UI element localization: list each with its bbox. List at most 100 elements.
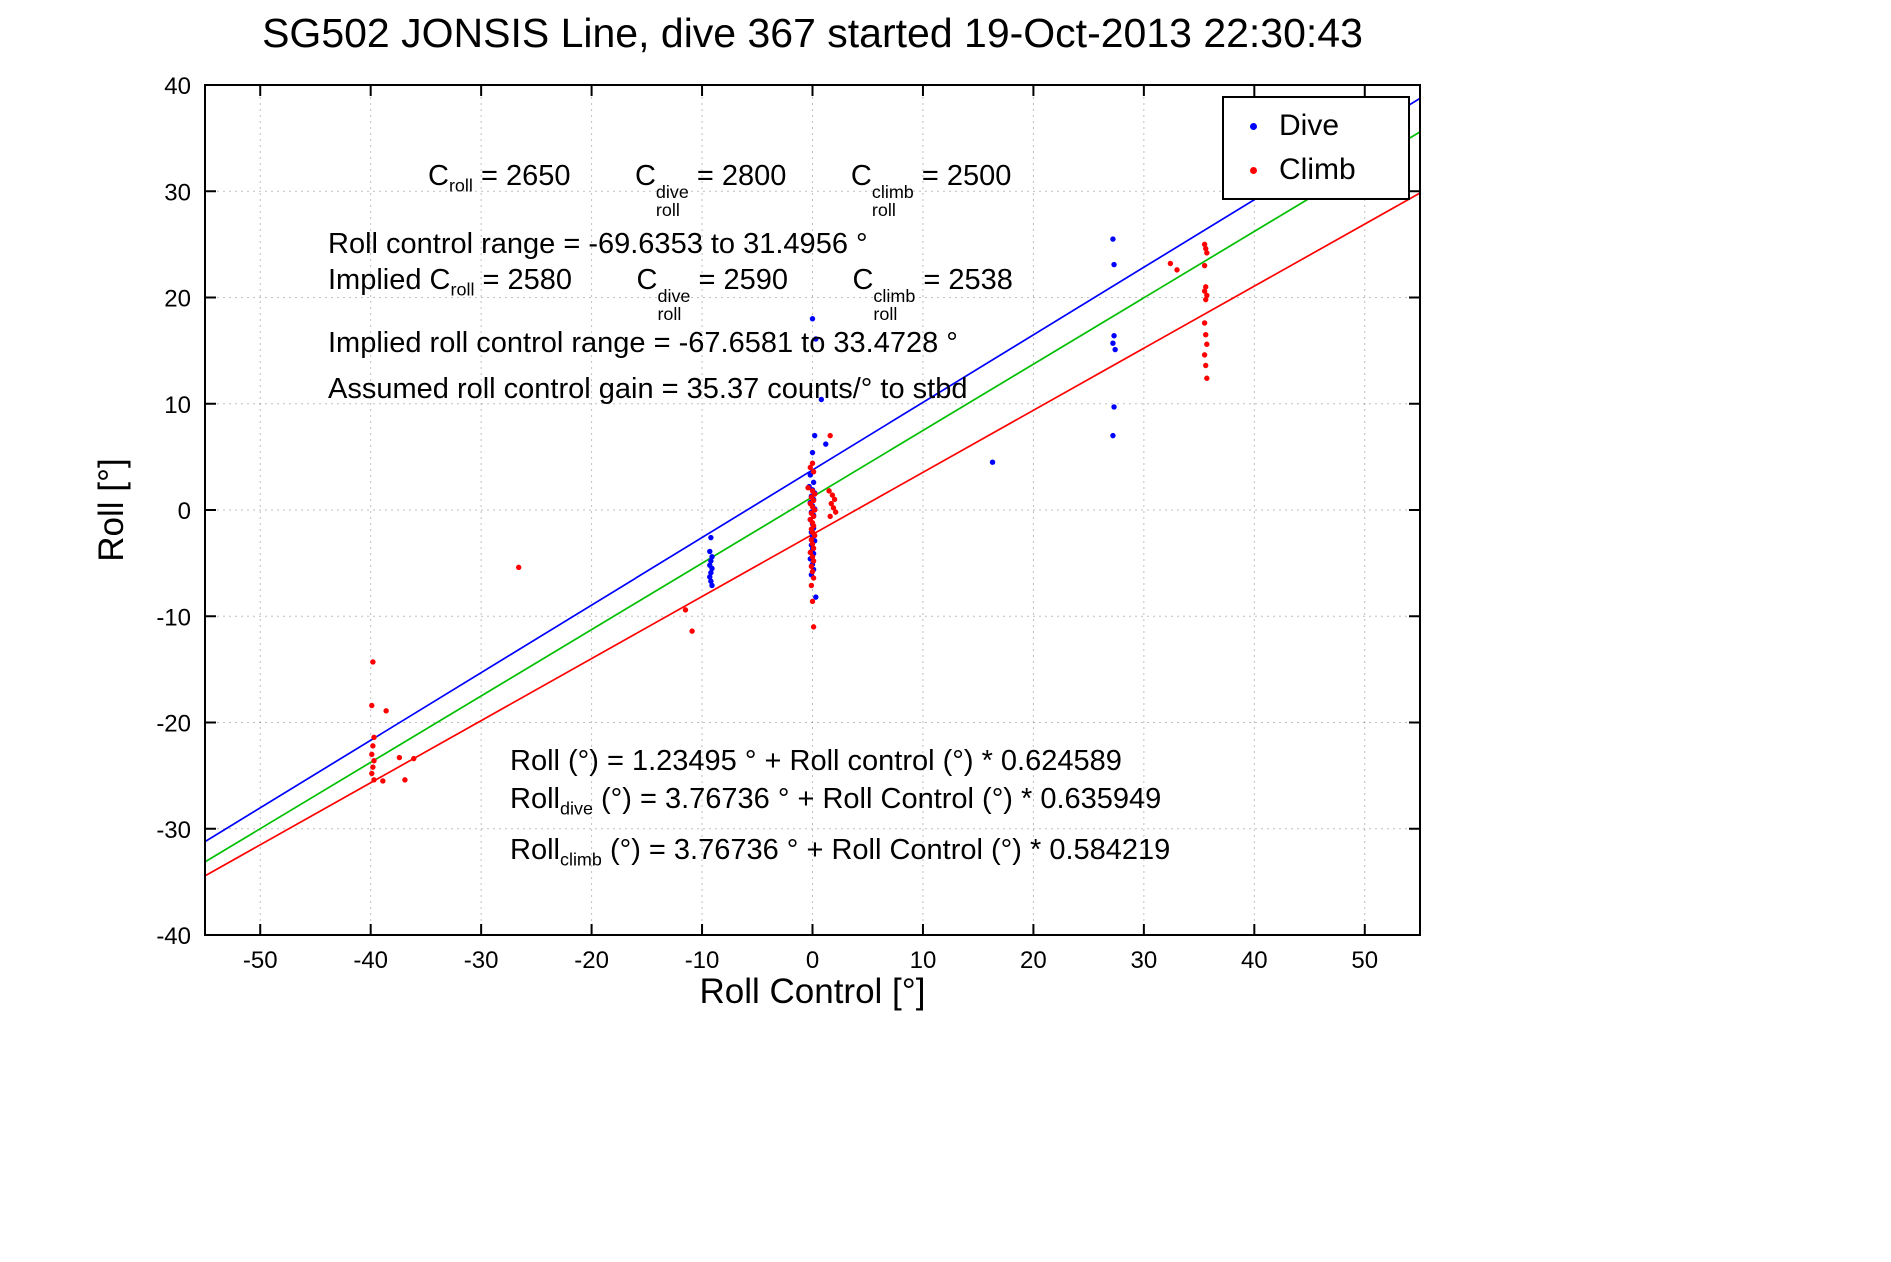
dive-point xyxy=(818,396,825,403)
climb-point xyxy=(828,500,834,507)
climb-point xyxy=(369,751,375,758)
dive-point xyxy=(823,441,829,447)
climb-point xyxy=(371,777,377,783)
x-tick-label: 0 xyxy=(806,947,819,974)
climb-point xyxy=(1203,245,1209,252)
y-axis-label: Roll [°] xyxy=(92,458,131,562)
dive-point xyxy=(813,594,819,600)
y-tick-label: 0 xyxy=(178,498,191,525)
y-tick-label: 40 xyxy=(164,73,191,100)
dive-point xyxy=(708,558,714,564)
climb-point xyxy=(369,702,375,709)
climb-point xyxy=(383,708,389,714)
climb-point xyxy=(370,743,376,749)
climb-point xyxy=(809,541,816,547)
climb-point xyxy=(810,575,817,581)
dive-point xyxy=(709,554,715,560)
climb-point xyxy=(831,496,838,503)
climb-point xyxy=(809,568,816,575)
climb-point xyxy=(1201,262,1208,269)
climb-point xyxy=(515,564,522,571)
climb-point xyxy=(809,554,816,560)
climb-point xyxy=(827,513,833,520)
climb-point xyxy=(371,734,377,741)
x-tick-label: 50 xyxy=(1351,947,1378,974)
dive-point xyxy=(709,582,715,589)
climb-point xyxy=(810,545,817,551)
climb-point xyxy=(1201,288,1208,294)
dive-point xyxy=(1112,346,1118,353)
dive-marker-icon xyxy=(1250,122,1257,130)
dive-point xyxy=(809,449,816,456)
climb-point xyxy=(402,777,408,783)
climb-point xyxy=(810,469,817,475)
climb-point xyxy=(1204,292,1210,299)
climb-point xyxy=(808,563,815,570)
dive-point xyxy=(708,578,714,584)
y-tick-label: -20 xyxy=(156,711,191,738)
climb-point xyxy=(689,628,695,634)
dive-point xyxy=(1111,404,1117,410)
dive-point xyxy=(813,336,819,342)
climb-point xyxy=(682,607,689,613)
climb-point xyxy=(807,464,813,471)
y-tick-label: 30 xyxy=(164,179,191,206)
legend-entry-dive: Dive xyxy=(1250,109,1408,143)
climb-point xyxy=(411,755,417,762)
dive-point xyxy=(1111,333,1117,339)
x-tick-label: 30 xyxy=(1131,947,1158,974)
dive-point xyxy=(1110,236,1116,242)
y-tick-label: -10 xyxy=(156,604,191,631)
climb-point xyxy=(1201,320,1208,326)
y-tick-label: -40 xyxy=(156,923,191,950)
climb-point xyxy=(826,488,832,494)
dive-point xyxy=(708,569,714,576)
climb-point xyxy=(370,659,376,665)
climb-point xyxy=(1201,241,1208,248)
x-tick-label: -40 xyxy=(353,947,388,974)
dive-point xyxy=(709,565,715,572)
x-tick-label: -30 xyxy=(464,947,499,974)
dive-point xyxy=(1111,261,1117,268)
y-tick-label: 10 xyxy=(164,392,191,419)
climb-point xyxy=(810,558,817,564)
climb-point xyxy=(1203,284,1209,290)
x-tick-label: -20 xyxy=(574,947,609,974)
climb-point xyxy=(371,758,377,764)
dive-point xyxy=(810,479,817,486)
legend: Dive Climb xyxy=(1222,96,1410,200)
x-tick-label: 10 xyxy=(910,947,937,974)
y-tick-label: -30 xyxy=(156,817,191,844)
legend-label-dive: Dive xyxy=(1279,109,1340,142)
dive-point xyxy=(1110,432,1116,439)
climb-point xyxy=(829,492,836,498)
x-tick-label: -10 xyxy=(685,947,720,974)
climb-point xyxy=(1203,331,1209,338)
climb-point xyxy=(809,598,816,605)
climb-point xyxy=(808,582,815,589)
climb-point xyxy=(380,778,386,784)
dive-point xyxy=(708,534,714,541)
x-axis-label: Roll Control [°] xyxy=(699,972,926,1011)
climb-point xyxy=(1204,375,1210,381)
climb-point xyxy=(1167,260,1174,267)
climb-point xyxy=(810,624,817,630)
climb-point xyxy=(808,537,815,543)
climb-point xyxy=(369,770,375,777)
climb-point xyxy=(832,509,839,515)
climb-point xyxy=(1174,267,1180,273)
climb-point xyxy=(396,754,403,761)
climb-point xyxy=(1203,296,1209,303)
climb-point xyxy=(807,549,813,556)
x-tick-label: -50 xyxy=(243,947,278,974)
x-tick-label: 20 xyxy=(1020,947,1047,974)
climb-point xyxy=(805,484,811,491)
dive-point xyxy=(989,459,996,465)
climb-point xyxy=(370,764,376,770)
climb-point xyxy=(1203,362,1209,369)
legend-label-climb: Climb xyxy=(1279,153,1356,186)
dive-point xyxy=(707,548,713,555)
chart-title: SG502 JONSIS Line, dive 367 started 19-O… xyxy=(262,10,1363,56)
